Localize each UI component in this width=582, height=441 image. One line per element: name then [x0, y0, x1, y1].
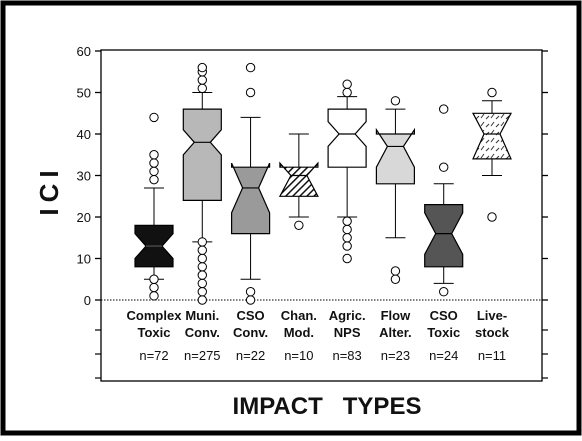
sample-size-label: n=83 — [332, 348, 361, 363]
box-7 — [424, 104, 464, 297]
notched-box — [182, 108, 222, 201]
category-label-line1: Complex — [127, 308, 183, 323]
category-label-line1: Agric. — [329, 308, 366, 323]
category-label-line2: Toxic — [427, 325, 460, 340]
outlier-point — [197, 253, 207, 264]
outlier-point — [439, 162, 449, 172]
sample-size-label: n=72 — [139, 348, 168, 363]
category-label-line2: Conv. — [233, 325, 268, 340]
category-label-line2: Conv. — [185, 325, 220, 340]
category-label-line1: Flow — [381, 308, 411, 323]
x-categories: Complex Toxic n=72 Muni. Conv. n=275 CSO Conv. n… — [127, 308, 510, 363]
outlier-point — [149, 158, 159, 168]
box-8 — [472, 87, 512, 222]
category-label-line1: CSO — [430, 308, 458, 323]
y-tick-label: 40 — [77, 127, 91, 142]
outlier-point — [149, 174, 159, 185]
y-axis-label: ICI — [34, 164, 64, 215]
sample-size-label: n=23 — [381, 348, 410, 363]
outlier-point — [245, 87, 256, 98]
outlier-point — [342, 216, 352, 226]
x-axis-label: IMPACT TYPES — [233, 393, 422, 420]
outlier-point — [390, 274, 401, 284]
category-label-line1: CSO — [236, 308, 264, 323]
notched-box — [327, 108, 367, 168]
box-series — [134, 62, 512, 305]
notched-box — [278, 161, 319, 197]
outlier-point — [342, 224, 352, 235]
y-tick-label: 60 — [77, 44, 91, 59]
outlier-point — [439, 104, 449, 114]
outlier-point — [294, 220, 304, 231]
outlier-point — [197, 83, 207, 94]
y-tick-label: 30 — [77, 169, 91, 184]
category-label-line2: Mod. — [284, 325, 314, 340]
notched-box — [472, 112, 512, 160]
outlier-point — [149, 291, 159, 301]
outlier-point — [487, 212, 497, 222]
outlier-point — [197, 62, 207, 73]
sample-size-label: n=275 — [184, 348, 221, 363]
box-1 — [134, 112, 174, 301]
outlier-point — [149, 150, 159, 160]
outlier-point — [487, 87, 497, 98]
y-tick-label: 10 — [77, 252, 91, 267]
outlier-point — [342, 253, 352, 264]
outlier-point — [197, 262, 207, 272]
outlier-point — [245, 295, 256, 305]
outlier-point — [390, 266, 401, 276]
y-tick-label: 0 — [84, 293, 91, 308]
category-label-line1: Muni. — [185, 308, 219, 323]
outlier-point — [342, 233, 352, 243]
box-6 — [375, 96, 415, 284]
outlier-point — [197, 237, 207, 247]
category-label-line1: Chan. — [281, 308, 317, 323]
category-label-line1: Live- — [477, 308, 507, 323]
outlier-point — [197, 278, 207, 289]
category-label-line2: Toxic — [138, 325, 171, 340]
box-2 — [182, 62, 222, 305]
y-tick-label: 50 — [77, 86, 91, 101]
y-axis: 0 10 20 30 40 50 60 — [77, 44, 548, 379]
notched-box — [424, 204, 464, 268]
plot-area — [100, 49, 543, 382]
sample-size-label: n=11 — [478, 348, 506, 363]
outlier-point — [390, 96, 401, 106]
outlier-point — [197, 245, 207, 255]
outlier-point — [149, 112, 159, 123]
outlier-point — [197, 295, 207, 305]
outlier-point — [197, 75, 207, 85]
outlier-point — [149, 274, 159, 284]
outlier-point — [342, 87, 352, 98]
outlier-point — [342, 79, 352, 89]
sample-size-label: n=10 — [284, 348, 313, 363]
notched-box — [231, 162, 271, 235]
category-label-line2: Alter. — [379, 325, 412, 340]
box-5 — [327, 79, 367, 264]
category-label-line2: NPS — [334, 325, 361, 340]
outlier-point — [149, 282, 159, 293]
outlier-point — [342, 241, 352, 251]
outlier-point — [197, 270, 207, 280]
outlier-point — [245, 62, 256, 73]
sample-size-label: n=24 — [429, 348, 458, 363]
outlier-point — [245, 287, 256, 297]
box-4 — [278, 133, 319, 231]
y-tick-label: 20 — [77, 210, 91, 225]
sample-size-label: n=22 — [236, 348, 265, 363]
outlier-point — [149, 166, 159, 177]
notched-box — [375, 127, 415, 185]
box-3 — [231, 62, 271, 305]
category-label-line2: stock — [475, 325, 510, 340]
outlier-point — [197, 287, 207, 297]
outlier-point — [439, 287, 449, 297]
